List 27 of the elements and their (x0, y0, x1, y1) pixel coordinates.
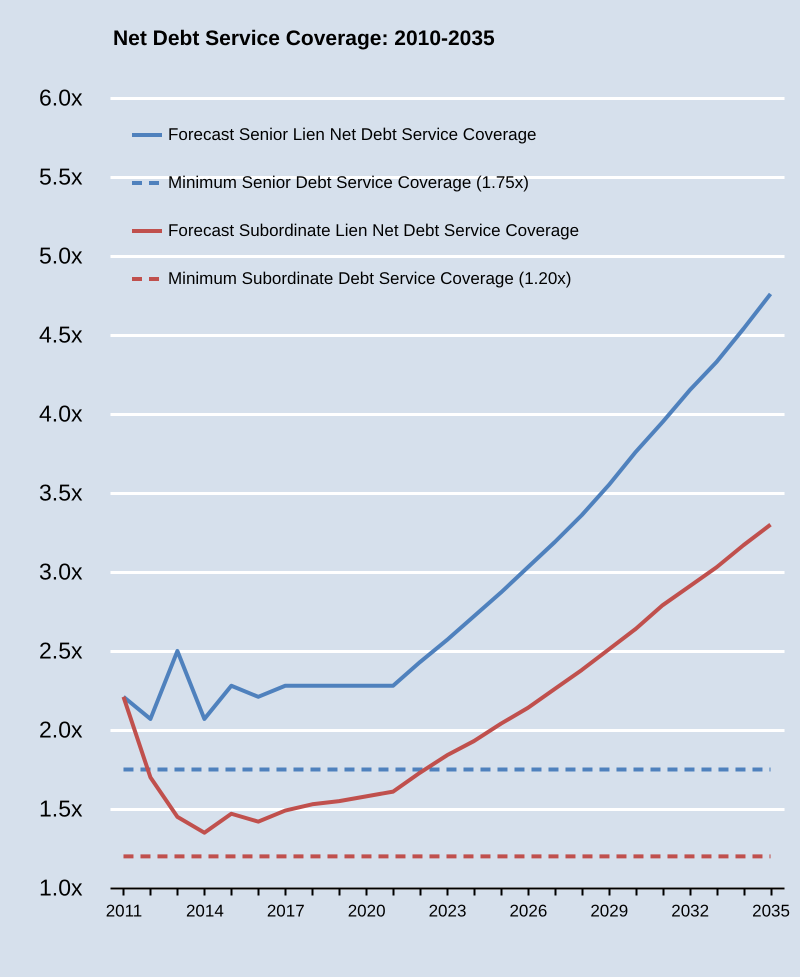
y-tick-label: 2.5x (39, 638, 83, 664)
y-tick-label: 4.0x (39, 400, 83, 426)
x-tick-label: 2035 (752, 902, 790, 920)
x-tick-label: 2032 (671, 902, 710, 920)
x-tick-label: 2020 (348, 902, 386, 920)
x-tick-label: 2023 (428, 902, 466, 920)
x-tick-label: 2029 (590, 902, 628, 920)
legend-label: Forecast Senior Lien Net Debt Service Coverage (168, 125, 537, 144)
y-tick-label: 3.0x (39, 558, 83, 584)
legend-label: Minimum Subordinate Debt Service Coverage (1.20x) (168, 269, 572, 288)
x-tick-label: 2026 (509, 902, 548, 920)
legend-label: Forecast Subordinate Lien Net Debt Service Coverage (168, 221, 580, 240)
line-series (121, 522, 773, 835)
line-series (121, 292, 773, 721)
chart-title: Net Debt Service Coverage: 2010-2035 (113, 27, 496, 50)
y-tick-label: 4.5x (39, 322, 83, 348)
legend-label: Minimum Senior Debt Service Coverage (1.75x) (168, 173, 529, 192)
y-tick-label: 5.5x (39, 164, 83, 190)
y-tick-label: 6.0x (39, 84, 83, 110)
y-tick-label: 5.0x (39, 242, 83, 268)
x-tick-label: 2017 (266, 902, 305, 920)
y-tick-label: 2.0x (39, 716, 83, 742)
y-tick-label: 1.5x (39, 796, 83, 822)
y-tick-label: 3.5x (39, 480, 83, 506)
y-tick-label: 1.0x (39, 874, 83, 900)
x-tick-label: 2014 (186, 902, 224, 920)
x-tick-label: 2011 (106, 902, 142, 920)
